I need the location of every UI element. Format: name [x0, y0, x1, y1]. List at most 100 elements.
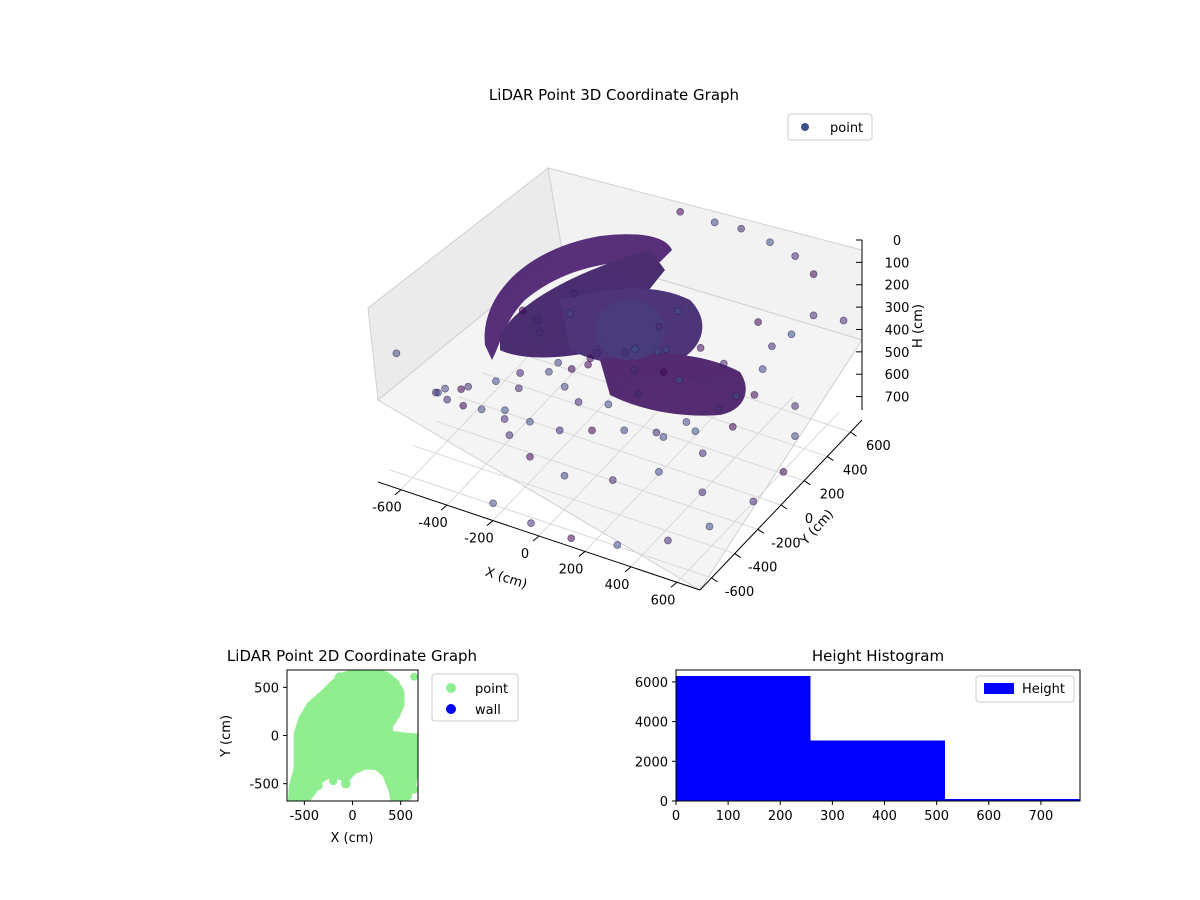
scatter3d-point — [457, 385, 466, 394]
scatter2d-point-cloud — [287, 670, 418, 801]
scatter3d-x-tick — [486, 520, 494, 526]
scatter2d-legend-marker-wall — [446, 704, 456, 714]
scatter3d-point — [698, 488, 707, 497]
scatter3d-point — [613, 541, 622, 549]
scatter3d-z-tick-label: 500 — [885, 346, 910, 361]
scatter3d-x-tick-label: 200 — [559, 562, 584, 577]
scatter3d-point — [545, 367, 553, 376]
scatter2d-point — [328, 776, 338, 786]
histogram-y-tick-label: 4000 — [635, 716, 668, 731]
histogram-bar — [676, 676, 811, 801]
histogram-x-tick-label: 300 — [820, 809, 845, 824]
scatter3d-y-tick-label: -400 — [748, 561, 778, 576]
scatter3d-point — [787, 330, 796, 339]
scatter3d-point — [554, 358, 563, 367]
scatter3d-point — [500, 415, 509, 423]
scatter3d-y-tick-label: -200 — [771, 536, 801, 551]
scatter3d-point — [560, 382, 569, 391]
histogram-x-tick-label: 100 — [716, 809, 741, 824]
scatter3d-point — [710, 218, 719, 227]
scatter3d-point — [604, 400, 613, 409]
scatter3d-point — [653, 347, 662, 356]
scatter2d-point — [389, 791, 401, 801]
scatter3d-point — [791, 252, 800, 260]
scatter3d-point — [501, 406, 509, 415]
scatter3d-legend: point — [787, 113, 873, 141]
scatter2d-y-tick-label: -500 — [249, 778, 279, 793]
scatter2d-point — [410, 672, 418, 681]
scatter2d-legend-label-wall: wall — [475, 703, 501, 718]
scatter3d-point — [655, 468, 663, 476]
scatter3d-point — [533, 316, 542, 325]
scatter3d-y-tick — [803, 480, 811, 486]
histogram-x-tick-label: 400 — [872, 809, 897, 824]
scatter3d-point — [634, 390, 643, 398]
scatter3d-y-axis-label: Y (cm) — [797, 507, 837, 549]
scatter3d-point — [675, 375, 683, 384]
scatter3d-point — [565, 309, 574, 318]
scatter2d-x-tick-label: -500 — [290, 809, 320, 824]
scatter3d-point — [392, 349, 401, 358]
histogram-legend-box — [975, 675, 1075, 703]
histogram-legend-label: Height — [1022, 682, 1065, 697]
scatter3d-z-tick-label: 400 — [885, 323, 910, 338]
scatter3d-point — [464, 382, 473, 391]
scatter3d-x-tick — [670, 581, 678, 588]
scatter3d-point — [768, 342, 776, 351]
scatter3d-x-tick — [394, 489, 402, 496]
scatter3d-point — [443, 395, 452, 404]
scatter3d-y-tick — [827, 456, 834, 461]
scatter3d-title: LiDAR Point 3D Coordinate Graph — [489, 86, 739, 104]
scatter2d-point — [400, 789, 413, 801]
scatter3d-point — [527, 519, 535, 527]
scatter2d-legend-label-point: point — [475, 682, 508, 697]
histogram-x-tick-label: 700 — [1028, 809, 1053, 824]
scatter3d-point — [567, 365, 576, 373]
scatter2d-point — [334, 672, 346, 683]
scatter3d-point — [676, 207, 685, 216]
scatter3d-point — [441, 384, 449, 393]
scatter3d-point — [518, 306, 527, 315]
histogram-x-tick-label: 600 — [976, 809, 1001, 824]
scatter2d-point — [409, 785, 418, 794]
scatter3d-y-tick — [711, 577, 718, 583]
scatter2d-x-tick-label: 0 — [348, 809, 356, 824]
scatter3d-point — [477, 405, 486, 414]
scatter3d-x-tick-label: 400 — [605, 578, 630, 593]
scatter2d-point — [370, 670, 381, 679]
scatter3d-point — [719, 359, 728, 368]
scatter3d-point — [754, 318, 762, 326]
scatter2d-x-axis-label: X (cm) — [331, 831, 374, 846]
scatter3d-point — [526, 452, 534, 461]
histogram-title: Height Histogram — [812, 647, 944, 665]
scatter3d-point — [839, 316, 848, 325]
scatter3d-point — [791, 432, 799, 440]
scatter2d-legend-marker-point — [446, 683, 456, 693]
scatter3d-point — [608, 476, 617, 484]
scatter3d-point — [809, 311, 818, 320]
scatter3d-point — [560, 471, 569, 480]
scatter3d-z-tick-label: 100 — [885, 256, 910, 271]
histogram-x-tick-label: 500 — [924, 809, 949, 824]
scatter3d-point — [664, 536, 672, 545]
scatter2d-title: LiDAR Point 2D Coordinate Graph — [227, 647, 477, 665]
scatter2d-point — [313, 780, 323, 791]
scatter2d-legend: point wall — [431, 673, 519, 722]
scatter2d-point — [352, 670, 365, 678]
scatter3d-point — [737, 224, 746, 233]
scatter3d-point — [584, 360, 592, 369]
scatter3d-point — [514, 384, 523, 393]
histogram-bar — [945, 799, 1080, 801]
scatter3d-z-tick-label: 700 — [885, 391, 910, 406]
scatter3d-point — [431, 388, 440, 397]
scatter3d-x-tick — [624, 566, 632, 573]
histogram-ticks: 0 100 200 300 400 500 600 700 0 2000 4000 6000 — [635, 676, 1053, 824]
scatter3d-y-tick-label: 0 — [805, 512, 813, 527]
scatter2d-point — [291, 788, 306, 801]
scatter3d-legend-box — [787, 113, 873, 141]
scatter3d-point — [705, 522, 714, 531]
scatter3d-grid-line — [458, 396, 782, 506]
scatter3d-point — [758, 365, 767, 373]
scatter3d-x-tick-label: -200 — [464, 532, 494, 547]
